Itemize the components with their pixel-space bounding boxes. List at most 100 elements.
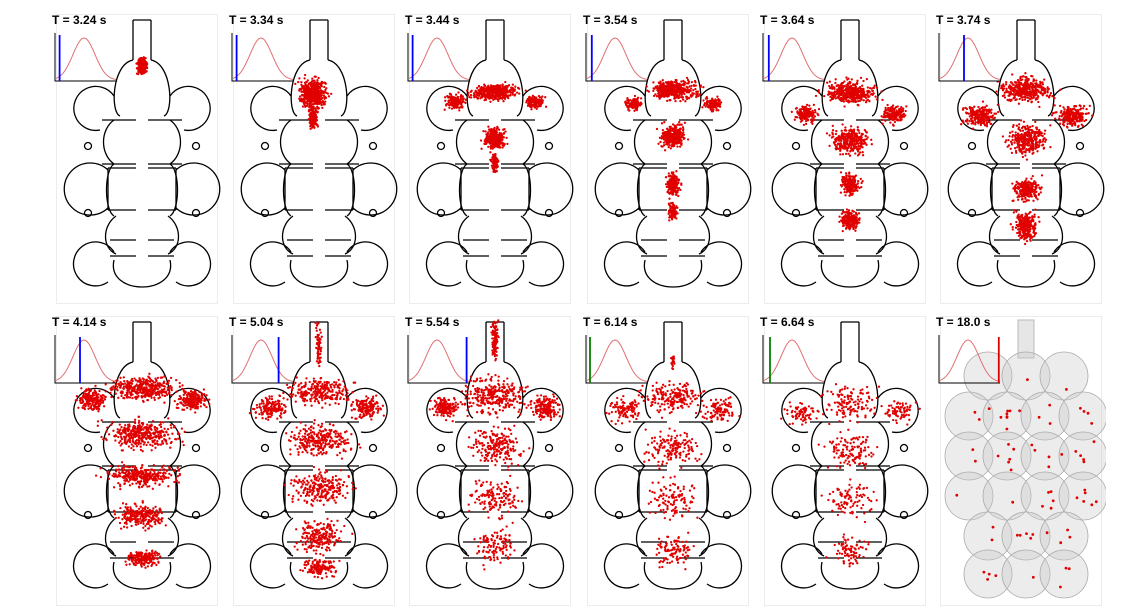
panel-frame <box>409 14 571 304</box>
snapshot-panel: T = 3.34 s <box>229 13 399 304</box>
chamber-diagram <box>947 19 1105 288</box>
input-pulse-inset <box>54 33 117 82</box>
pulse-curve <box>55 37 117 80</box>
chamber-outline <box>240 19 398 288</box>
panel-frame <box>764 14 926 304</box>
chamber-diagram <box>416 19 574 288</box>
inset-axes <box>585 335 647 384</box>
pulse-curve <box>55 339 117 382</box>
inset-axes <box>762 33 824 82</box>
chamber-diagram <box>771 19 929 288</box>
chamber-3d-view <box>944 319 1106 599</box>
time-label: T = 4.14 s <box>52 315 107 329</box>
panel-frame <box>940 14 1102 304</box>
snapshot-panel: T = 3.64 s <box>760 13 930 304</box>
input-pulse-inset <box>231 335 294 384</box>
inset-axes <box>54 335 116 384</box>
panel-frame <box>764 316 926 606</box>
inset-axes <box>407 33 469 82</box>
panel-frame <box>233 14 395 304</box>
time-label: T = 3.34 s <box>229 13 284 27</box>
panel-frame <box>587 316 749 606</box>
time-label: T = 6.14 s <box>583 315 638 329</box>
snapshot-panel: T = 5.04 s <box>229 315 399 606</box>
time-label: T = 3.64 s <box>760 13 815 27</box>
particle-cloud <box>605 355 741 571</box>
input-pulse-inset <box>231 33 294 82</box>
chamber-diagram <box>416 319 574 590</box>
particle-cloud <box>790 76 908 233</box>
chamber-diagram <box>594 19 752 288</box>
input-pulse-inset <box>938 33 1001 82</box>
particle-cloud <box>624 76 723 222</box>
chamber-diagram <box>771 321 929 590</box>
chamber-outline <box>947 19 1105 288</box>
inset-axes <box>54 33 116 82</box>
pulse-curve <box>232 339 294 382</box>
time-label: T = 6.64 s <box>760 315 815 329</box>
chamber-outline <box>240 321 398 590</box>
chamber-diagram <box>240 321 398 590</box>
pulse-curve <box>939 37 1001 80</box>
panel-frame <box>409 316 571 606</box>
snapshot-panel: T = 5.54 s <box>405 315 575 606</box>
snapshot-panel: T = 3.44 s <box>405 13 575 304</box>
chamber-outline <box>416 19 574 288</box>
chamber-diagram <box>63 321 221 590</box>
chamber-diagram <box>63 19 221 288</box>
inset-axes <box>231 335 293 384</box>
panel-frame <box>587 14 749 304</box>
panel-frame <box>233 316 395 606</box>
time-label: T = 3.74 s <box>936 13 991 27</box>
time-label: T = 5.04 s <box>229 315 284 329</box>
inset-axes <box>407 335 469 384</box>
snapshot-panel: T = 4.14 s <box>52 315 222 606</box>
chamber-outline <box>771 19 929 288</box>
time-label: T = 3.44 s <box>405 13 460 27</box>
particle-cloud <box>780 383 921 568</box>
snapshot-panel: T = 6.14 s <box>583 315 753 606</box>
input-pulse-inset <box>585 335 648 384</box>
input-pulse-inset <box>407 335 470 384</box>
particle-cloud <box>135 56 149 76</box>
inset-axes <box>938 33 1000 82</box>
inset-axes <box>585 33 647 82</box>
particle-cloud <box>294 73 333 131</box>
inset-axes <box>231 33 293 82</box>
particle-cloud <box>428 319 561 571</box>
time-label: T = 18.0 s <box>936 315 991 329</box>
time-label: T = 3.54 s <box>583 13 638 27</box>
pulse-curve <box>763 339 825 382</box>
chamber-outline <box>416 321 574 590</box>
pulse-curve <box>232 37 294 80</box>
panel-frame <box>940 316 1102 606</box>
particle-cloud <box>248 321 385 580</box>
chamber-outline <box>771 321 929 590</box>
pulse-curve <box>586 37 648 80</box>
chamber-outline <box>63 19 221 288</box>
snapshot-panel: T = 3.74 s <box>936 13 1106 304</box>
inset-axes <box>938 335 1000 384</box>
particle-cloud <box>443 80 548 174</box>
pulse-curve <box>586 339 648 382</box>
input-pulse-inset <box>585 33 648 82</box>
time-label: T = 5.54 s <box>405 315 460 329</box>
pulse-curve <box>939 339 1001 382</box>
input-pulse-inset <box>54 335 117 384</box>
chamber-diagram <box>240 19 398 288</box>
particle-cloud <box>955 378 1098 589</box>
input-pulse-inset <box>407 33 470 82</box>
inset-axes <box>762 335 824 384</box>
chamber-outline <box>594 19 752 288</box>
chamber-outline <box>594 321 752 590</box>
time-label: T = 3.24 s <box>52 13 107 27</box>
snapshot-panel: T = 3.54 s <box>583 13 753 304</box>
input-pulse-inset <box>762 335 825 384</box>
chamber-3d-render <box>944 319 1106 599</box>
pulse-curve <box>408 37 470 80</box>
particle-cloud <box>960 72 1094 246</box>
pulse-curve <box>408 339 470 382</box>
snapshot-panel: T = 6.64 s <box>760 315 930 606</box>
panel-frame <box>56 14 218 304</box>
